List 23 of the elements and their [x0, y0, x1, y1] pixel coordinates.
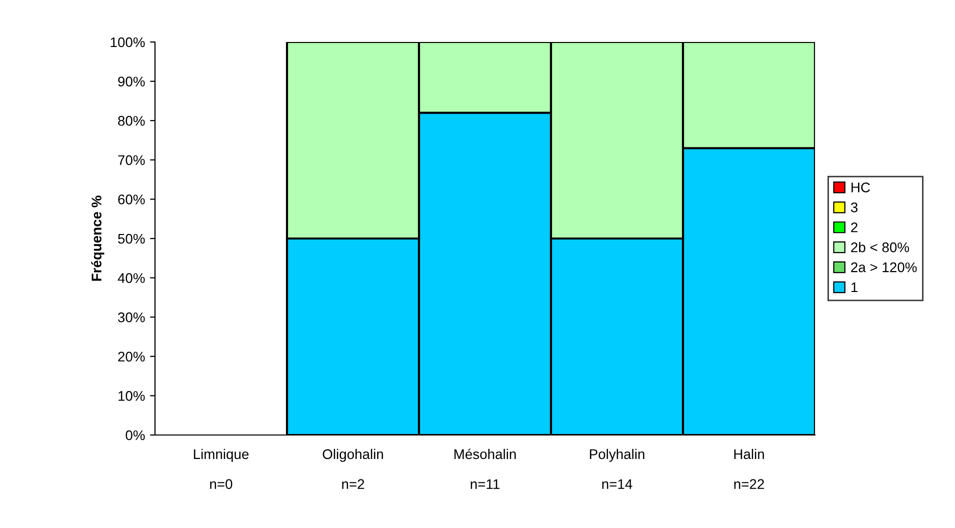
- y-tick-label: 40%: [118, 273, 145, 283]
- category-label: Oligohalin n=2: [322, 448, 383, 489]
- category-label: Mésohalin n=11: [454, 448, 516, 489]
- y-tick-label: 50%: [118, 234, 145, 244]
- y-tick-label: 30%: [118, 312, 145, 322]
- y-tick-label: 100%: [110, 37, 145, 48]
- y-tick-label: 0%: [126, 430, 145, 440]
- y-axis-title: Fréquence %: [91, 196, 104, 281]
- legend-label: 2a > 120%: [851, 262, 917, 272]
- y-tick-label: 70%: [118, 155, 145, 166]
- y-tick-label: 90%: [118, 76, 145, 86]
- legend-label: 1: [851, 282, 858, 292]
- y-tick-label: 20%: [118, 352, 145, 362]
- category-label: Limnique n=0: [194, 448, 249, 490]
- y-tick-label: 10%: [118, 391, 145, 401]
- category-label: Halin n=22: [734, 448, 764, 489]
- legend-label: HC: [852, 182, 870, 192]
- y-tick-label: 80%: [118, 116, 145, 126]
- legend-label: 2b < 80%: [851, 242, 910, 252]
- category-label: Polyhalin n=14: [590, 448, 644, 489]
- legend-label: 3: [850, 202, 858, 212]
- y-tick-label: 60%: [118, 194, 145, 204]
- legend-label: 2: [851, 222, 858, 232]
